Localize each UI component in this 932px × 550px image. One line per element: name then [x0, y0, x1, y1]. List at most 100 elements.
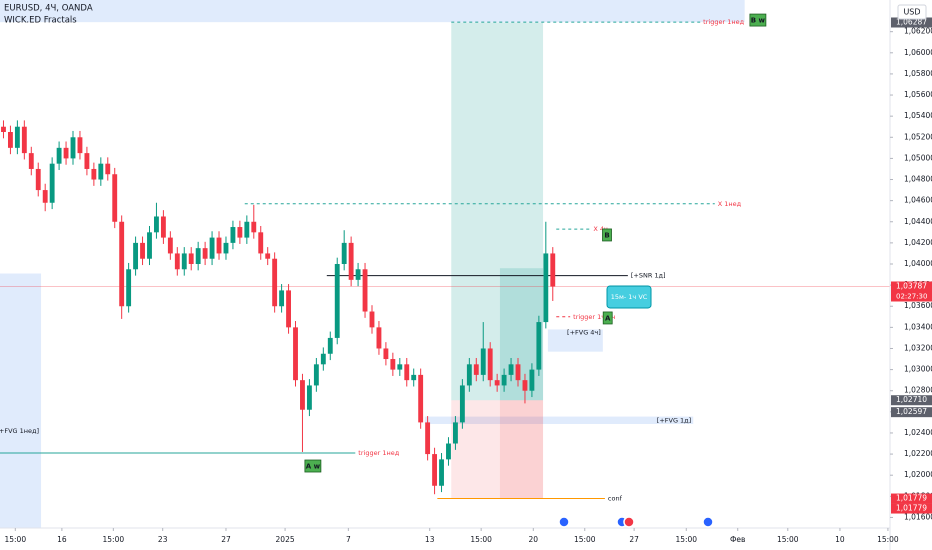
x-tick-label: 20	[529, 535, 539, 544]
candle-body	[244, 221, 250, 238]
candle-body	[133, 242, 139, 270]
candle-body	[105, 163, 111, 175]
candle-body	[202, 248, 208, 259]
candle-body	[160, 216, 166, 238]
candle-body	[320, 353, 326, 365]
candle-body	[70, 137, 76, 159]
candle-body	[49, 163, 55, 203]
candle-body	[550, 253, 556, 287]
candle-body	[258, 232, 264, 254]
candle-body	[522, 380, 528, 391]
y-tick-label: 1,02400	[904, 428, 932, 437]
zone-label: [+FVG 4ч]	[567, 329, 601, 337]
candle-body	[411, 374, 417, 381]
x-tick-label: 15:00	[877, 535, 899, 544]
x-tick-label: 15:00	[103, 535, 125, 544]
level-label: X 4ч	[593, 225, 608, 233]
candle-body	[494, 380, 500, 386]
level-label: trigger 1нед	[358, 449, 399, 457]
candle-body	[188, 253, 194, 264]
price-label: 1,02710	[896, 395, 927, 404]
y-tick-label: 1,01600	[904, 512, 932, 521]
x-tick-label: 16	[57, 535, 67, 544]
y-tick-label: 1,03600	[904, 301, 932, 310]
candle-body	[425, 422, 431, 455]
candle-body	[126, 269, 132, 307]
candle-body	[56, 147, 62, 164]
candle-body	[140, 242, 145, 259]
position-target	[499, 268, 544, 401]
candle-body	[63, 147, 69, 159]
candle-body	[223, 242, 229, 254]
plot-area: [+FVG 1нед] [+FVG 4ч] [+FVG 1д] trigger 1не…	[0, 0, 890, 528]
y-tick-label: 1,06000	[904, 48, 932, 57]
y-tick-label: 1,05600	[904, 90, 932, 99]
candle-body	[209, 237, 215, 259]
y-tick-label: 1,02800	[904, 386, 932, 395]
candle-body	[508, 364, 514, 375]
y-tick-label: 1,06200	[904, 27, 932, 36]
candle-body	[334, 264, 340, 338]
price-label-box	[891, 395, 932, 406]
x-tick-label: 2025	[276, 535, 295, 544]
candle-body	[181, 253, 187, 270]
y-tick-label: 1,03000	[904, 365, 932, 374]
price-label-box	[891, 493, 932, 504]
position-stop	[451, 400, 544, 499]
y-tick-label: 1,05400	[904, 111, 932, 120]
y-tick-label: 1,05800	[904, 69, 932, 78]
candle-body	[251, 221, 257, 233]
event-icon[interactable]	[702, 516, 714, 528]
candle-body	[536, 322, 542, 370]
candle-body	[119, 221, 125, 307]
candle-body	[480, 348, 486, 375]
zone-box	[0, 0, 745, 23]
candle-body	[355, 269, 361, 280]
y-tick-label: 1,03200	[904, 343, 932, 352]
candle-body	[195, 248, 201, 264]
price-label: 1,01779	[896, 504, 927, 513]
candle-body	[439, 459, 444, 486]
currency-button[interactable]	[897, 4, 927, 20]
candle-body	[515, 364, 521, 381]
y-tick-label: 1,02000	[904, 470, 932, 479]
candle-body	[348, 242, 354, 280]
y-tick-label: 1,04000	[904, 259, 932, 268]
zone-label: [+FVG 1нед]	[0, 427, 39, 435]
callout-label: 15м- 1ч VC	[611, 293, 648, 301]
candle-body	[42, 190, 48, 203]
price-label: 1,01779	[896, 494, 927, 503]
candle-body	[543, 253, 549, 323]
position-stop	[499, 400, 544, 499]
candle-body	[383, 348, 389, 360]
candle-body	[7, 132, 13, 148]
currency-label[interactable]: USD	[903, 8, 920, 17]
candle-body	[418, 374, 424, 423]
level-label: trigger 1ч/4ч	[573, 313, 615, 321]
x-tick-label: 7	[346, 535, 351, 544]
y-tick-label: 1,04800	[904, 175, 932, 184]
candle-body	[167, 237, 173, 254]
y-tick-label: 1,05000	[904, 153, 932, 162]
candle-body	[154, 216, 159, 233]
event-icon[interactable]	[623, 516, 635, 528]
price-label: 1,02597	[896, 407, 927, 416]
candle-body	[216, 237, 222, 254]
x-tick-label: Фев	[730, 535, 746, 544]
candle-body	[341, 242, 347, 264]
level-label: X 1нед	[718, 200, 742, 208]
x-tick-label: 27	[629, 535, 639, 544]
candle-body	[300, 380, 305, 410]
level-label: conf	[608, 495, 623, 503]
candle-body	[466, 364, 472, 386]
x-tick-label: 27	[221, 535, 231, 544]
candle-body	[487, 348, 493, 381]
callout-box	[606, 285, 652, 309]
y-tick-label: 1,02200	[904, 449, 932, 458]
signal-badge-label: B w	[751, 17, 766, 25]
candle-body	[272, 258, 278, 307]
level-label: [+SNR 1д]	[631, 272, 666, 280]
event-icons	[558, 516, 714, 528]
event-icon[interactable]	[558, 516, 570, 528]
